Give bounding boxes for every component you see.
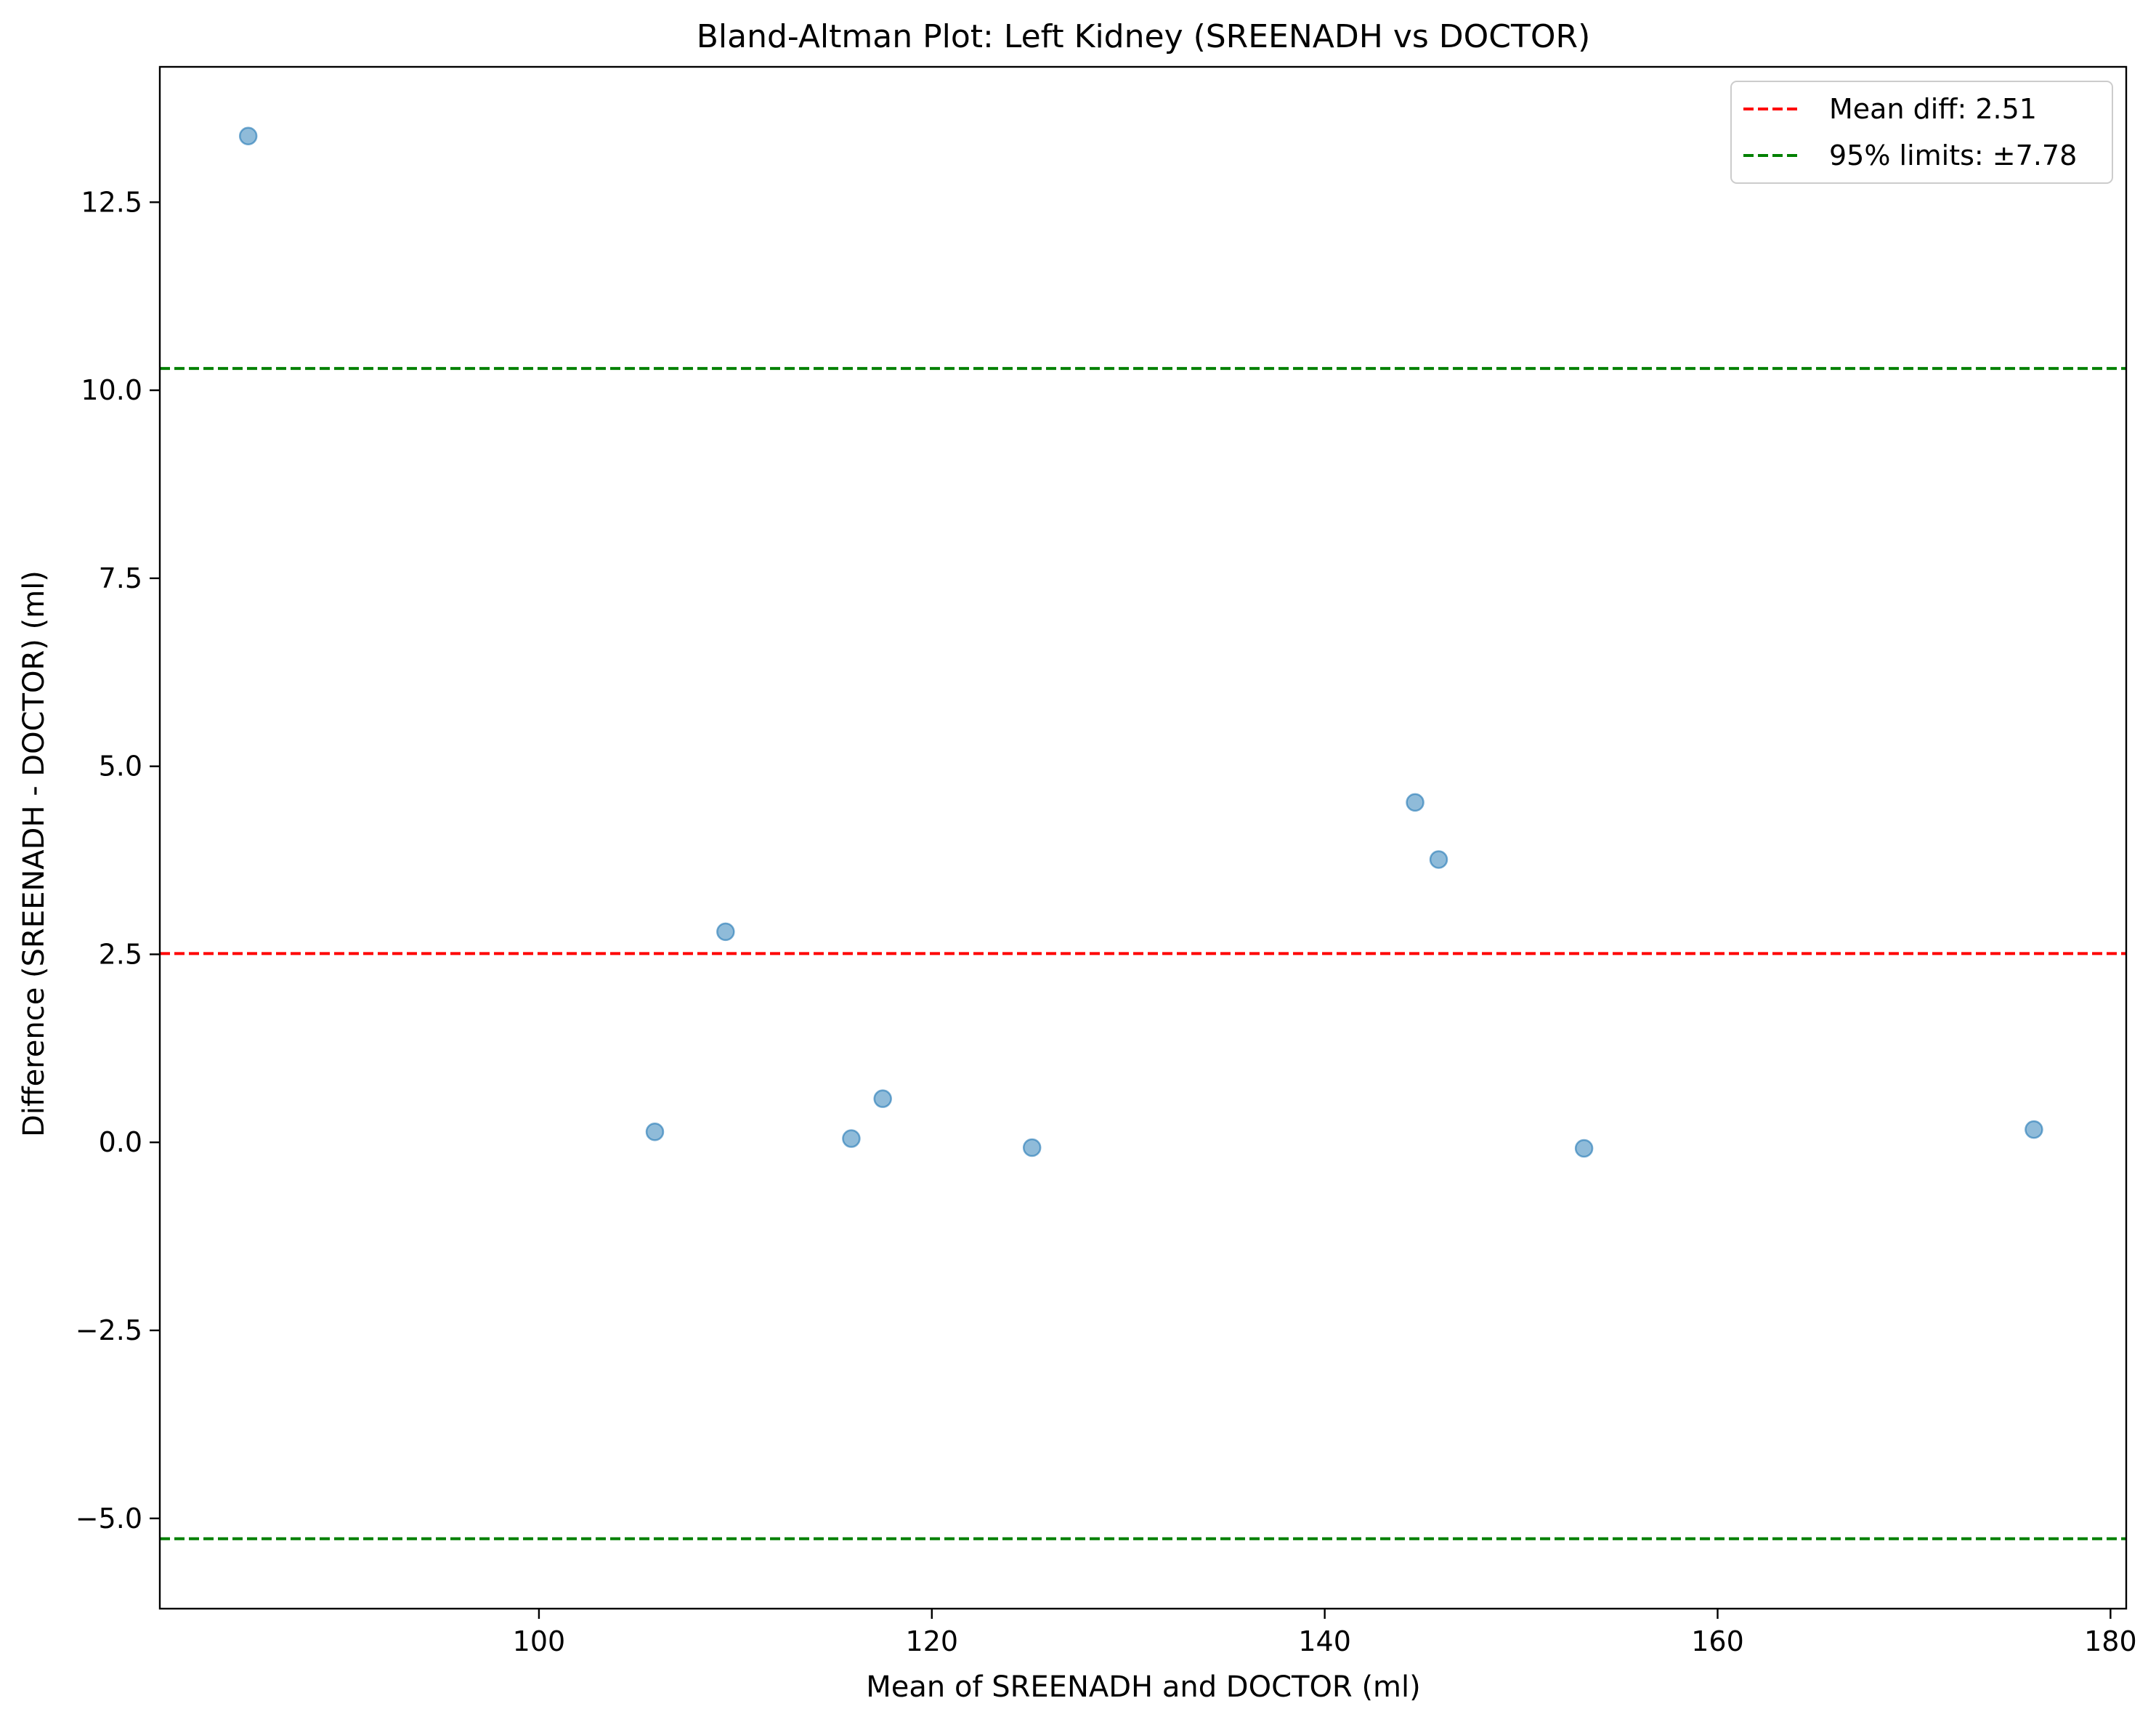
data-point-10: [2025, 1120, 2043, 1139]
x-tick-label: 140: [1298, 1625, 1351, 1657]
x-tick-label: 100: [513, 1625, 566, 1657]
x-tick-label: 120: [906, 1625, 959, 1657]
plot-frame: [158, 65, 2128, 1610]
data-point-7: [1406, 793, 1424, 812]
data-point-6: [1022, 1138, 1042, 1157]
y-tick-label: 10.0: [81, 374, 142, 406]
data-points: [238, 126, 2043, 1158]
data-point-5: [873, 1089, 892, 1108]
y-tick-label: 5.0: [99, 751, 142, 783]
x-tick-label: 180: [2084, 1625, 2137, 1657]
data-point-4: [842, 1129, 861, 1148]
reference-lines: [160, 367, 2126, 1540]
y-axis-ticks: −5.0 −2.5 0.0 2.5 5.0 7.5 10.0 12.5: [76, 186, 160, 1535]
legend-label-mean-diff: Mean diff: 2.51: [1829, 93, 2037, 125]
data-point-1: [238, 126, 258, 145]
data-point-8: [1429, 850, 1448, 869]
data-point-3: [716, 922, 735, 942]
y-tick-label: 12.5: [81, 186, 142, 218]
y-tick-label: −5.0: [76, 1503, 142, 1535]
legend-frame: [1730, 81, 2113, 184]
x-tick-label: 160: [1691, 1625, 1744, 1657]
plot-background: [160, 67, 2126, 1609]
x-axis-ticks: 100 120 140 160 180: [513, 1609, 2137, 1657]
y-axis-label: Difference (SREENADH - DOCTOR) (ml): [17, 570, 51, 1137]
data-point-9: [1574, 1139, 1594, 1158]
y-tick-label: 2.5: [99, 938, 142, 970]
data-point-2: [645, 1122, 665, 1141]
y-tick-label: 7.5: [99, 562, 142, 594]
legend: Mean diff: 2.51 95% limits: ±7.78: [1730, 81, 2113, 184]
y-tick-label: 0.0: [99, 1126, 142, 1158]
chart-title: Bland-Altman Plot: Left Kidney (SREENADH…: [697, 18, 1591, 55]
legend-label-limits: 95% limits: ±7.78: [1829, 140, 2077, 171]
x-axis-label: Mean of SREENADH and DOCTOR (ml): [866, 1670, 1420, 1704]
y-tick-label: −2.5: [76, 1314, 142, 1346]
